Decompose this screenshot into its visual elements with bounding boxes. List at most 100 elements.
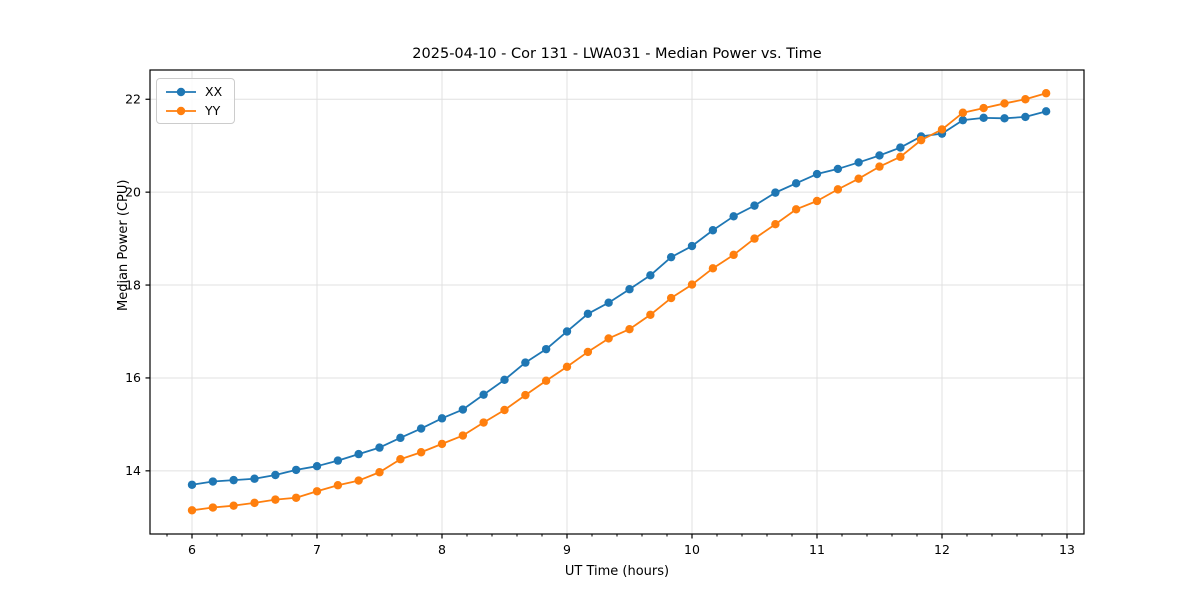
series-XX-marker (708, 226, 718, 235)
series-YY-marker (958, 108, 968, 117)
series-XX-line (191, 110, 1047, 486)
series-YY-marker (521, 390, 530, 400)
yy-line-marker-icon (166, 106, 196, 115)
series-YY-marker (708, 264, 718, 273)
series-YY-marker (458, 431, 468, 440)
legend-label-yy: YY (205, 103, 221, 118)
x-tick-label: 11 (809, 542, 825, 557)
series-YY-marker (729, 250, 738, 260)
series-XX-marker (458, 405, 468, 414)
series-YY-marker (854, 174, 863, 183)
series-YY-marker (583, 347, 593, 357)
series-YY-marker (354, 476, 363, 485)
series-YY-marker (208, 503, 218, 512)
series-XX-marker (687, 241, 697, 251)
series-XX-marker (437, 414, 447, 423)
series-YY-marker (562, 362, 572, 371)
series-YY-marker (229, 501, 238, 510)
series-YY-marker (500, 405, 509, 415)
series-XX-marker (729, 212, 738, 221)
series-XX-marker (562, 327, 572, 336)
series-YY-marker (604, 334, 613, 343)
series-YY-marker (187, 506, 197, 515)
series-XX-marker (646, 271, 655, 280)
series-XX-marker (271, 470, 280, 480)
series-XX-marker (812, 169, 822, 179)
series-YY-marker (312, 487, 322, 496)
chart-title: 2025-04-10 - Cor 131 - LWA031 - Median P… (412, 46, 822, 62)
series-XX-marker (604, 298, 613, 307)
series-YY-marker (666, 293, 676, 303)
series-XX-marker (479, 390, 488, 399)
series-YY-marker (833, 185, 843, 194)
series-XX-marker (187, 480, 197, 489)
series-YY-line (191, 92, 1047, 512)
y-tick-label: 14 (125, 463, 141, 478)
series-YY-marker (1041, 89, 1051, 98)
series-XX-marker (896, 143, 905, 152)
series-YY-marker (812, 196, 822, 206)
series-XX-marker (208, 477, 218, 486)
series-YY-marker (541, 376, 551, 385)
series-XX-marker (583, 309, 593, 319)
series-YY-marker (250, 498, 259, 508)
series-XX-marker (771, 188, 780, 197)
series-YY-marker (396, 455, 405, 464)
series-XX-marker (229, 475, 238, 485)
series-XX-marker (396, 433, 405, 443)
series-YY-marker (375, 468, 384, 477)
legend-entry-yy: YY (165, 103, 222, 118)
series-YY-marker (896, 152, 905, 162)
series-YY-marker (271, 495, 280, 504)
y-tick-label: 22 (125, 92, 141, 107)
series-XX-marker (312, 461, 322, 471)
legend-entry-xx: XX (165, 84, 222, 99)
series-YY-marker (333, 481, 343, 490)
series-XX-marker (854, 158, 863, 167)
series-YY-marker (646, 310, 655, 319)
plot-box (149, 69, 1085, 535)
series-XX-marker (791, 179, 801, 188)
series-XX-marker (354, 449, 363, 459)
x-tick-label: 13 (1059, 542, 1075, 557)
series-XX-marker (291, 465, 301, 475)
series-XX-marker (1041, 107, 1051, 116)
series-XX-marker (666, 252, 676, 262)
series-XX-marker (416, 424, 426, 433)
series-XX-marker (1021, 112, 1030, 122)
series-YY-marker (771, 220, 780, 229)
x-tick-label: 9 (563, 542, 571, 557)
xx-line-marker-icon (166, 87, 196, 96)
series-YY-marker (625, 324, 634, 334)
x-tick-label: 7 (313, 542, 321, 557)
series-YY-marker (791, 205, 801, 214)
legend: XX YY (156, 78, 236, 124)
series-XX-marker (521, 358, 530, 367)
series-XX-marker (250, 474, 259, 483)
series-YY-marker (916, 135, 926, 145)
x-axis-label: UT Time (hours) (564, 564, 670, 579)
series-XX-marker (958, 115, 968, 125)
series-YY-marker (937, 125, 947, 134)
x-tick-label: 6 (188, 542, 196, 557)
series-YY-marker (437, 439, 447, 449)
x-tick-label: 8 (438, 542, 446, 557)
x-tick-label: 12 (934, 542, 950, 557)
series-XX-marker (979, 113, 988, 123)
x-tick-label: 10 (684, 542, 700, 557)
series-XX-marker (333, 456, 343, 465)
series-YY-marker (979, 103, 988, 113)
series-XX-marker (375, 443, 384, 452)
series-XX-marker (541, 344, 551, 354)
legend-label-xx: XX (205, 84, 223, 99)
series-XX-marker (1000, 114, 1009, 123)
series-XX-marker (875, 151, 884, 160)
y-tick-label: 16 (125, 370, 141, 385)
y-tick-label: 18 (125, 277, 141, 292)
series-YY-marker (291, 493, 301, 502)
series-XX-marker (833, 164, 843, 174)
series-YY-marker (416, 448, 426, 457)
series-YY-marker (479, 418, 488, 427)
